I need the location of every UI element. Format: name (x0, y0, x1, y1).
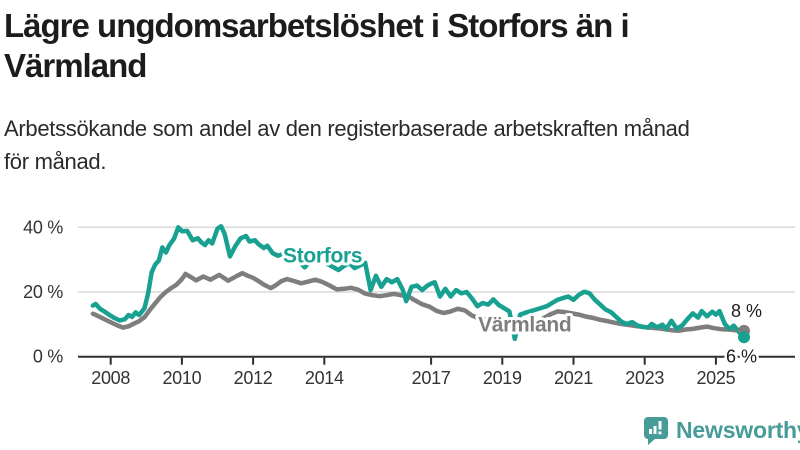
title-line-2: Värmland (4, 47, 147, 84)
series-line-värmland (90, 270, 747, 334)
series-label-storfors: Storfors (283, 245, 362, 268)
x-tick-label: 2014 (305, 368, 344, 388)
x-tick-label: 2019 (483, 368, 522, 388)
series-end-label-storfors: 6 % (726, 346, 757, 366)
subtitle-line-1: Arbetssökande som andel av den registerb… (4, 116, 690, 141)
x-tick-label: 2008 (91, 368, 130, 388)
y-tick-label: 40 % (23, 217, 63, 237)
x-tick-label: 2023 (625, 368, 664, 388)
y-tick-label: 0 % (33, 347, 63, 367)
subtitle-line-2: för månad. (4, 149, 107, 174)
series-label-värmland: Värmland (478, 313, 571, 336)
title-line-1: Lägre ungdomsarbetslöshet i Storfors än … (4, 7, 630, 44)
page-title: Lägre ungdomsarbetslöshet i Storfors än … (4, 6, 796, 86)
bar-chart-speech-bubble-icon (644, 417, 668, 445)
x-tick-label: 2021 (554, 368, 593, 388)
x-tick-label: 2012 (234, 368, 273, 388)
chart-subtitle: Arbetssökande som andel av den registerb… (4, 112, 796, 178)
brand-wordmark: Newsworthy (676, 416, 800, 443)
x-tick-label: 2025 (696, 368, 735, 388)
x-tick-label: 2017 (412, 368, 451, 388)
y-tick-label: 20 % (23, 282, 63, 302)
x-tick-label: 2010 (162, 368, 201, 388)
series-end-dot-storfors (738, 331, 751, 344)
series-line-storfors (90, 224, 747, 342)
newsworthy-logo: Newsworthy (643, 414, 800, 446)
series-end-label-värmland: 8 % (731, 301, 762, 321)
